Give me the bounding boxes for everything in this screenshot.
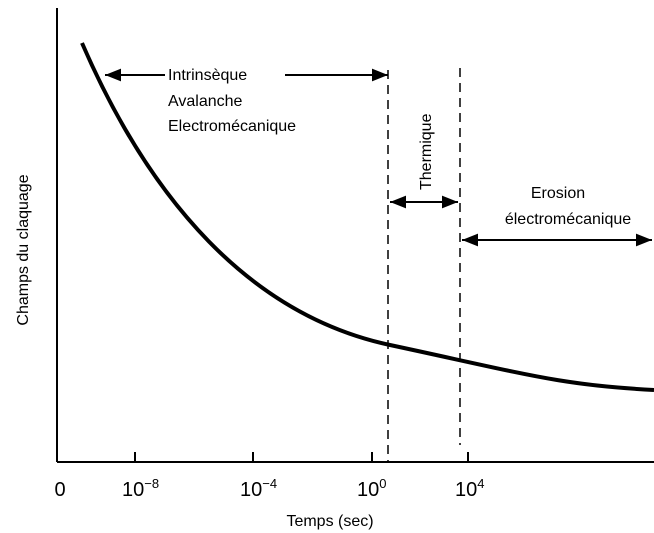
tick-exponent: −4	[262, 476, 277, 491]
tick-base: 10	[240, 479, 262, 501]
region-label: électromécanique	[505, 211, 631, 228]
tick-exponent: 0	[379, 476, 386, 491]
curve	[80, 42, 654, 392]
x-tick-label: 10−4	[240, 476, 277, 501]
x-axis-label: Temps (sec)	[286, 513, 373, 530]
tick-exponent: −8	[144, 476, 159, 491]
x-tick-label: 10−8	[122, 476, 159, 501]
tick-base: 10	[122, 479, 144, 501]
region-label: Electromécanique	[168, 118, 296, 135]
region-label: Avalanche	[168, 93, 243, 110]
y-axis-label: Champs du claquage	[15, 174, 32, 325]
x-tick-label: 104	[455, 476, 484, 501]
tick-exponent: 4	[477, 476, 484, 491]
x-tick-label: 100	[357, 476, 386, 501]
region-label: Thermique	[418, 113, 435, 190]
tick-base: 10	[455, 479, 477, 501]
tick-base: 10	[357, 479, 379, 501]
tick-marks	[134, 452, 469, 462]
region-label: Erosion	[531, 185, 585, 202]
region-label: Intrinsèque	[168, 67, 247, 84]
x-tick-label: 0	[54, 479, 65, 501]
